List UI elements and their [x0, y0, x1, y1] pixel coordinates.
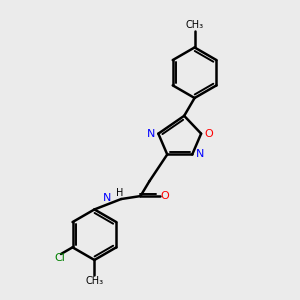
- Text: O: O: [161, 191, 170, 201]
- Text: CH₃: CH₃: [185, 20, 204, 30]
- Text: H: H: [116, 188, 123, 197]
- Text: N: N: [196, 149, 204, 160]
- Text: Cl: Cl: [54, 254, 65, 263]
- Text: O: O: [205, 129, 213, 139]
- Text: N: N: [146, 129, 155, 139]
- Text: CH₃: CH₃: [85, 276, 103, 286]
- Text: N: N: [103, 193, 112, 202]
